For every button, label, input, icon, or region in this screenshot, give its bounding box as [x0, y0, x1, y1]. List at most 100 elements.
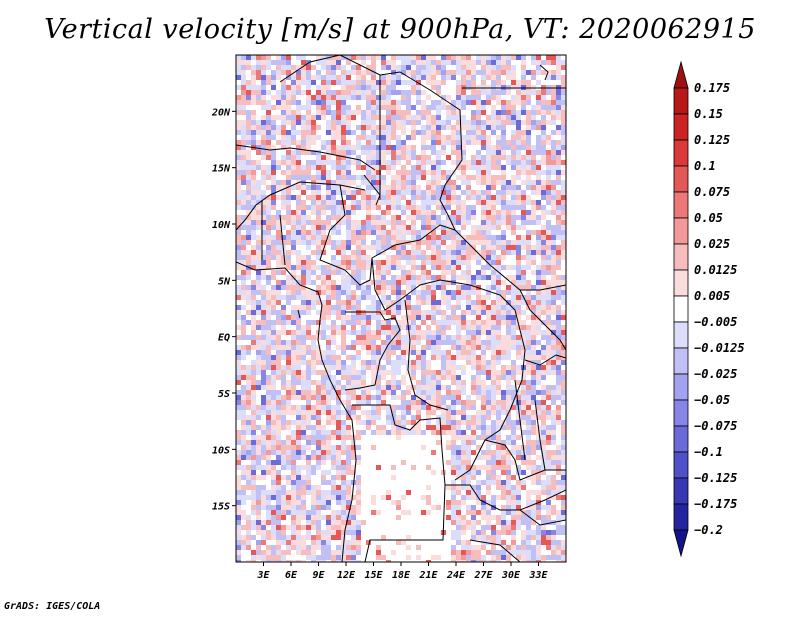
field-cell [481, 170, 486, 175]
field-cell [531, 245, 536, 250]
field-cell [546, 165, 551, 170]
field-cell [431, 340, 436, 345]
field-cell [516, 125, 521, 130]
field-cell [276, 260, 281, 265]
field-cell [271, 495, 276, 500]
field-cell [391, 135, 396, 140]
field-cell [481, 255, 486, 260]
field-cell [461, 475, 466, 480]
field-cell [396, 255, 401, 260]
field-cell [301, 435, 306, 440]
field-cell [506, 75, 511, 80]
field-cell [451, 160, 456, 165]
field-cell [456, 315, 461, 320]
field-cell [501, 190, 506, 195]
field-cell [391, 60, 396, 65]
field-cell [386, 130, 391, 135]
field-cell [551, 465, 556, 470]
field-cell [386, 190, 391, 195]
field-cell [376, 325, 381, 330]
field-cell [496, 150, 501, 155]
field-cell [381, 85, 386, 90]
field-cell [376, 230, 381, 235]
field-cell [511, 525, 516, 530]
field-cell [556, 235, 561, 240]
field-cell [291, 370, 296, 375]
field-cell [501, 335, 506, 340]
field-cell [461, 500, 466, 505]
field-cell [376, 240, 381, 245]
field-cell [396, 285, 401, 290]
field-cell [491, 250, 496, 255]
field-cell [361, 315, 366, 320]
field-cell [421, 320, 426, 325]
field-cell [376, 180, 381, 185]
field-cell [261, 190, 266, 195]
field-cell [551, 420, 556, 425]
field-cell [301, 205, 306, 210]
field-cell [496, 60, 501, 65]
field-cell [486, 240, 491, 245]
field-cell [541, 135, 546, 140]
field-cell [561, 385, 566, 390]
field-cell [391, 130, 396, 135]
field-cell [316, 435, 321, 440]
field-cell [531, 345, 536, 350]
field-cell [511, 180, 516, 185]
field-cell [291, 135, 296, 140]
field-cell [546, 450, 551, 455]
field-cell [256, 145, 261, 150]
field-cell [541, 125, 546, 130]
field-cell [236, 60, 241, 65]
field-cell [356, 165, 361, 170]
field-cell [361, 290, 366, 295]
field-cell [346, 345, 351, 350]
field-cell [381, 280, 386, 285]
field-cell [321, 145, 326, 150]
field-cell [546, 430, 551, 435]
field-cell [451, 180, 456, 185]
field-cell [561, 400, 566, 405]
field-cell [521, 385, 526, 390]
field-cell [451, 275, 456, 280]
field-cell [321, 205, 326, 210]
field-cell [436, 175, 441, 180]
field-cell [321, 95, 326, 100]
field-cell [296, 115, 301, 120]
field-cell [396, 55, 401, 60]
field-cell [301, 70, 306, 75]
field-cell [271, 360, 276, 365]
field-cell [251, 490, 256, 495]
field-cell [426, 415, 431, 420]
field-cell [281, 70, 286, 75]
field-cell [366, 115, 371, 120]
field-cell [326, 525, 331, 530]
field-cell [331, 365, 336, 370]
field-cell [356, 500, 361, 505]
field-cell [541, 520, 546, 525]
field-cell [486, 135, 491, 140]
field-cell [461, 370, 466, 375]
field-cell [476, 520, 481, 525]
field-cell [256, 310, 261, 315]
field-cell [541, 480, 546, 485]
field-cell [346, 415, 351, 420]
field-cell [236, 265, 241, 270]
field-cell [381, 180, 386, 185]
field-cell [306, 335, 311, 340]
field-cell [291, 420, 296, 425]
field-cell [511, 175, 516, 180]
field-cell [326, 280, 331, 285]
field-cell [321, 220, 326, 225]
field-cell [511, 165, 516, 170]
field-cell [296, 145, 301, 150]
field-cell [531, 60, 536, 65]
field-cell [341, 470, 346, 475]
field-cell [326, 60, 331, 65]
field-cell [341, 390, 346, 395]
field-cell [286, 90, 291, 95]
field-cell [456, 255, 461, 260]
field-cell [396, 340, 401, 345]
field-cell [281, 240, 286, 245]
field-cell [241, 105, 246, 110]
